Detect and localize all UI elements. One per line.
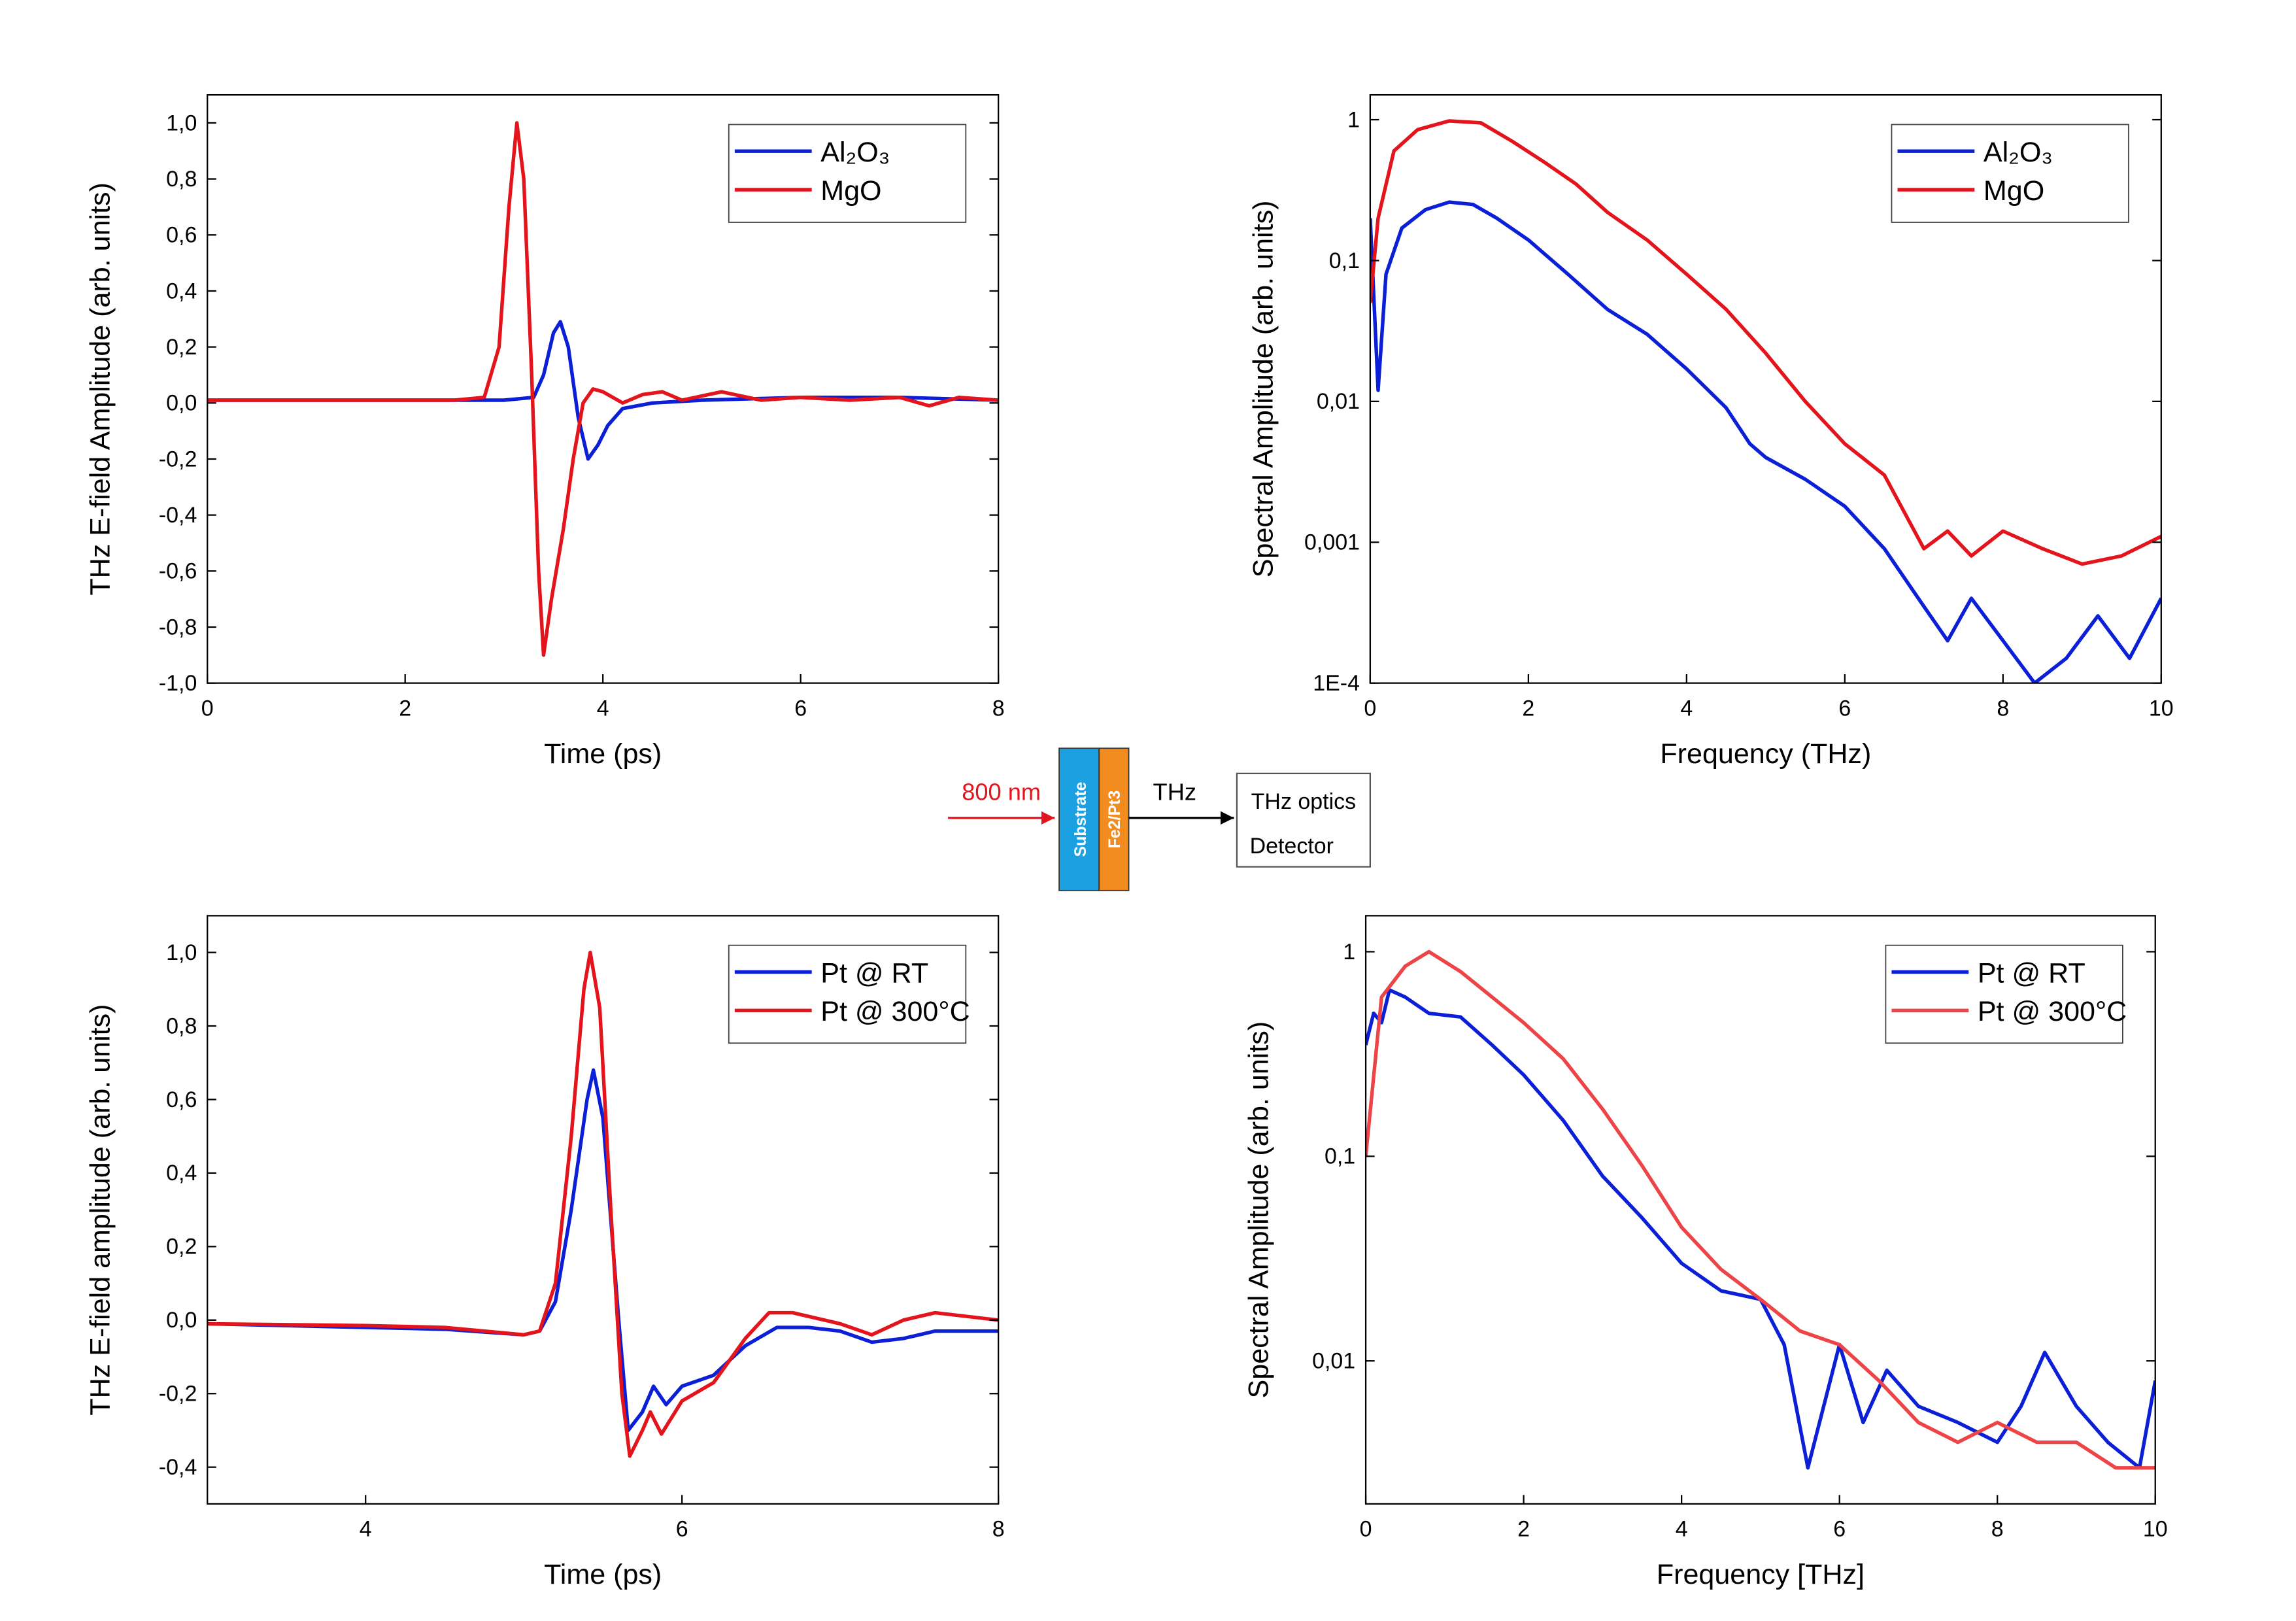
detector-line: THz optics xyxy=(1251,789,1356,814)
x-tick-label: 10 xyxy=(2149,696,2174,721)
y-tick-label: 0,01 xyxy=(1317,389,1360,414)
y-tick-label: -0,2 xyxy=(159,1382,197,1407)
setup-diagram: 800 nm Substrate Fe2/Pt3 THz THz optics … xyxy=(948,747,1372,891)
y-tick-label: 0,2 xyxy=(166,1235,197,1259)
detector-line: Detector xyxy=(1250,834,1334,859)
data-line xyxy=(1366,949,2155,1470)
pump-label: 800 nm xyxy=(962,779,1041,806)
plot-frame xyxy=(207,915,1000,1505)
legend-label: Pt @ RT xyxy=(1978,957,2085,989)
x-tick-label: 8 xyxy=(992,1517,1005,1542)
x-tick-label: 0 xyxy=(1364,696,1376,721)
legend-label: Al₂O₃ xyxy=(1984,137,2053,168)
legend-label: Pt @ RT xyxy=(820,957,928,989)
y-tick-label: 0,01 xyxy=(1312,1349,1355,1374)
data-line xyxy=(1370,119,2161,566)
y-axis-label: Spectral Amplitude (arb. units) xyxy=(1243,1021,1275,1399)
chart: 4 6 8 -0,4 -0,2 0,0 0,2 0,4 0,6 0,8 1,0 Time (ps) TH… xyxy=(85,915,1005,1590)
x-tick-label: 2 xyxy=(1517,1517,1530,1542)
x-axis-label: Frequency (THz) xyxy=(1660,738,1871,770)
data-line xyxy=(207,320,999,461)
y-tick-label: 1 xyxy=(1347,107,1360,132)
y-tick-label: -0,2 xyxy=(159,447,197,471)
x-tick-label: 10 xyxy=(2143,1517,2168,1542)
legend-box xyxy=(1885,944,2123,1044)
y-tick-label: 1E-4 xyxy=(1313,671,1360,696)
legend-label: MgO xyxy=(820,175,881,207)
legend-box xyxy=(1891,124,2129,223)
y-tick-label: 0,1 xyxy=(1329,248,1360,273)
y-tick-label: 0,8 xyxy=(166,167,197,192)
y-tick-label: -0,8 xyxy=(159,615,197,640)
x-tick-label: 6 xyxy=(1833,1517,1846,1542)
film-label: Fe2/Pt3 xyxy=(1106,791,1124,849)
x-tick-label: 8 xyxy=(992,696,1005,721)
x-tick-label: 8 xyxy=(1997,696,2009,721)
y-tick-label: 1 xyxy=(1343,940,1355,964)
y-tick-label: 0,1 xyxy=(1325,1144,1355,1169)
film-layer xyxy=(1098,747,1130,891)
y-tick-label: -0,4 xyxy=(159,1455,197,1480)
x-tick-label: 6 xyxy=(794,696,807,721)
chart: 0 2 4 6 8 10 1E-4 0,001 0,01 0,1 1 Frequency (THz) S… xyxy=(1247,94,2174,770)
y-tick-label: -1,0 xyxy=(159,671,197,696)
y-tick-label: 0,001 xyxy=(1304,530,1360,555)
chart: 0 2 4 6 8 -1,0 -0,8 -0,6 -0,4 -0,2 0,0 0,2 0,4 0,6 0,8… xyxy=(85,94,1005,770)
y-tick-label: 0,0 xyxy=(166,391,197,416)
x-tick-label: 2 xyxy=(399,696,411,721)
legend-label: Pt @ 300°C xyxy=(820,996,970,1027)
y-axis-label: THz E-field Amplitude (arb. units) xyxy=(85,182,116,596)
x-axis-label: Time (ps) xyxy=(544,1559,662,1590)
y-tick-label: -0,4 xyxy=(159,503,197,528)
data-line xyxy=(1366,988,2155,1470)
x-tick-label: 8 xyxy=(1991,1517,2004,1542)
plot-frame xyxy=(1369,94,2162,684)
y-axis-label: THz E-field amplitude (arb. units) xyxy=(85,1004,116,1416)
y-tick-label: 0,6 xyxy=(166,223,197,248)
legend-label: Al₂O₃ xyxy=(820,137,890,168)
y-tick-label: 1,0 xyxy=(166,111,197,135)
x-axis-label: Frequency [THz] xyxy=(1657,1559,1865,1590)
data-line xyxy=(207,950,999,1458)
data-line xyxy=(207,1068,999,1433)
legend-label: MgO xyxy=(1984,175,2044,207)
x-tick-label: 2 xyxy=(1522,696,1534,721)
y-tick-label: 0,4 xyxy=(166,279,197,303)
x-tick-label: 4 xyxy=(1676,1517,1688,1542)
x-tick-label: 0 xyxy=(201,696,214,721)
data-line xyxy=(1370,200,2161,683)
y-tick-label: 1,0 xyxy=(166,940,197,965)
x-tick-label: 4 xyxy=(1680,696,1693,721)
data-line xyxy=(207,121,999,657)
y-tick-label: 0,0 xyxy=(166,1308,197,1333)
x-tick-label: 6 xyxy=(1838,696,1851,721)
chart: 0 2 4 6 8 10 0,01 0,1 1 Frequency [THz] Spectral A… xyxy=(1243,915,2168,1590)
substrate-label: Substrate xyxy=(1072,782,1090,857)
legend-box xyxy=(728,124,967,223)
y-tick-label: 0,2 xyxy=(166,335,197,360)
y-tick-label: -0,6 xyxy=(159,559,197,584)
y-tick-label: 0,4 xyxy=(166,1161,197,1186)
x-tick-label: 0 xyxy=(1360,1517,1372,1542)
y-tick-label: 0,8 xyxy=(166,1014,197,1038)
plot-frame xyxy=(1364,915,2156,1505)
legend-box xyxy=(728,944,967,1044)
legend-label: Pt @ 300°C xyxy=(1978,996,2127,1027)
x-tick-label: 4 xyxy=(360,1517,372,1542)
thz-label: THz xyxy=(1153,779,1196,806)
detector-box xyxy=(1236,772,1372,868)
x-axis-label: Time (ps) xyxy=(544,738,662,770)
y-axis-label: Spectral Amplitude (arb. units) xyxy=(1247,201,1279,578)
x-tick-label: 4 xyxy=(597,696,609,721)
y-tick-label: 0,6 xyxy=(166,1087,197,1112)
x-tick-label: 6 xyxy=(676,1517,688,1542)
